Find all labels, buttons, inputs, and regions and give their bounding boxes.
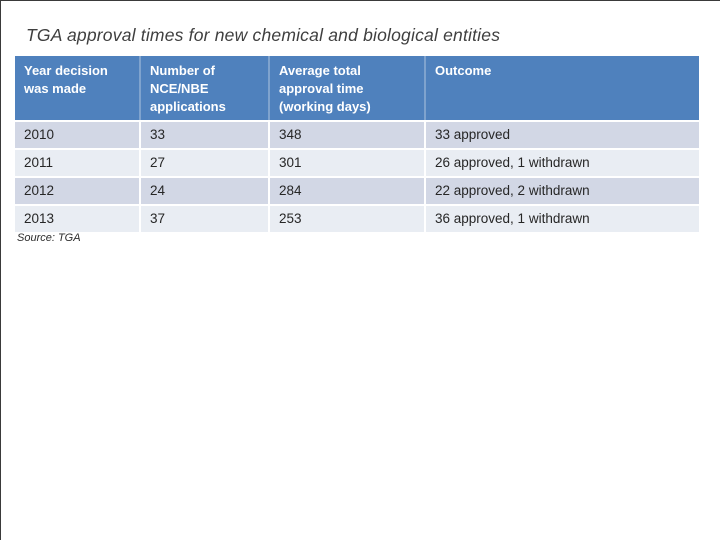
cell-outcome: 22 approved, 2 withdrawn [424, 176, 699, 204]
cell-year: 2010 [15, 120, 139, 148]
cell-year: 2013 [15, 204, 139, 232]
cell-applications: 33 [139, 120, 268, 148]
cell-outcome: 33 approved [424, 120, 699, 148]
column-header-year-decision: Year decision was made [15, 56, 139, 120]
column-header-outcome: Outcome [424, 56, 699, 120]
table-header-row: Year decision was made Number of NCE/NBE… [15, 56, 699, 120]
cell-applications: 27 [139, 148, 268, 176]
table-row: 2012 24 284 22 approved, 2 withdrawn [15, 176, 699, 204]
cell-outcome: 36 approved, 1 withdrawn [424, 204, 699, 232]
column-header-applications: Number of NCE/NBE applications [139, 56, 268, 120]
cell-applications: 37 [139, 204, 268, 232]
table-row: 2011 27 301 26 approved, 1 withdrawn [15, 148, 699, 176]
cell-year: 2011 [15, 148, 139, 176]
cell-year: 2012 [15, 176, 139, 204]
table-row: 2013 37 253 36 approved, 1 withdrawn [15, 204, 699, 232]
source-note: Source: TGA [17, 232, 81, 244]
table-row: 2010 33 348 33 approved [15, 120, 699, 148]
cell-approval-time: 301 [268, 148, 424, 176]
cell-applications: 24 [139, 176, 268, 204]
column-header-approval-time: Average total approval time (working day… [268, 56, 424, 120]
cell-approval-time: 253 [268, 204, 424, 232]
approval-times-table: Year decision was made Number of NCE/NBE… [15, 56, 699, 232]
slide-title: TGA approval times for new chemical and … [26, 25, 501, 45]
cell-approval-time: 284 [268, 176, 424, 204]
cell-outcome: 26 approved, 1 withdrawn [424, 148, 699, 176]
cell-approval-time: 348 [268, 120, 424, 148]
